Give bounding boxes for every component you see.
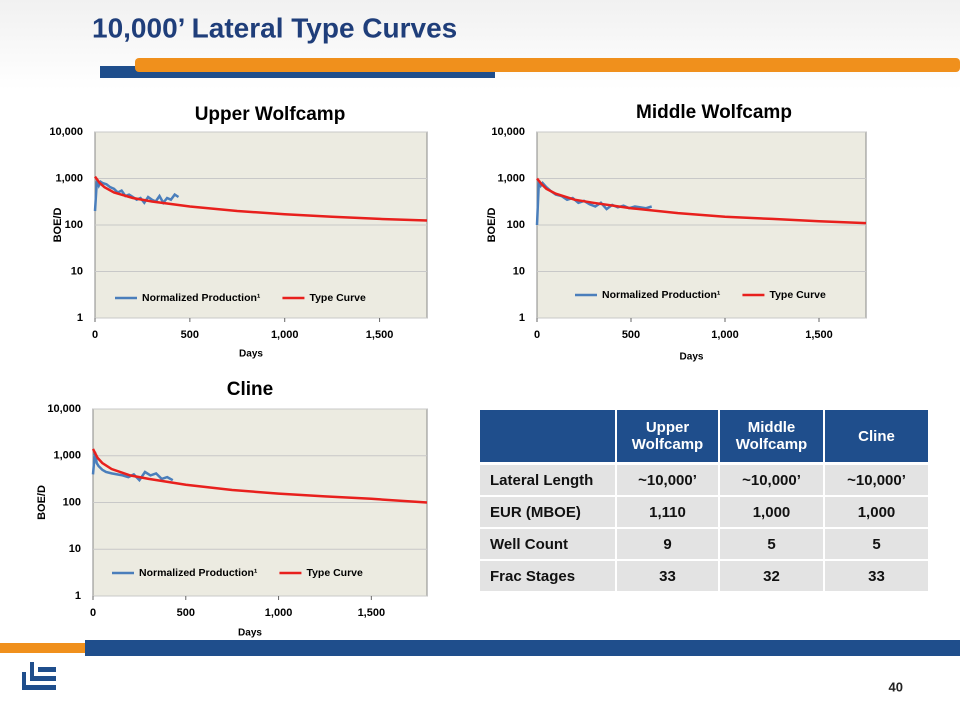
table-cell: ~10,000’ (718, 465, 823, 495)
x-tick-label: 500 (177, 607, 195, 619)
legend-label: Normalized Production¹ (602, 289, 721, 301)
series-line (91, 448, 428, 504)
y-tick-label: 1 (519, 312, 525, 324)
x-axis-label: Days (239, 349, 263, 360)
chart-title: Upper Wolfcamp (195, 104, 346, 125)
chart: 10,000 1,000 100 10 10 500 1,000 1,500 Cline Days… (36, 379, 428, 639)
y-tick-label: 1,000 (497, 172, 525, 184)
table-cell: 32 (718, 561, 823, 591)
table-cell: 1,000 (718, 497, 823, 527)
logo (22, 662, 56, 690)
y-tick-label: 10 (69, 543, 81, 555)
x-tick-label: 0 (90, 607, 96, 619)
header-cell (480, 410, 615, 462)
x-tick-label: 1,000 (265, 607, 293, 619)
y-tick-label: 1,000 (55, 172, 83, 184)
footer-bar-blue (85, 640, 960, 656)
y-tick-label: 10,000 (491, 126, 525, 138)
x-tick-label: 500 (622, 329, 640, 341)
series-line (91, 451, 174, 483)
column-header: Cline (823, 410, 928, 462)
row-label: Lateral Length (480, 465, 615, 495)
y-tick-label: 10 (71, 265, 83, 277)
legend-label: Normalized Production¹ (139, 567, 258, 579)
chart: 10,000 1,000 100 10 10 500 1,000 1,500 Upper Wol… (49, 104, 428, 360)
y-tick-label: 1 (75, 590, 81, 602)
y-tick-label: 100 (65, 219, 83, 231)
page-number: 40 (889, 679, 903, 694)
legend-label: Type Curve (309, 292, 366, 304)
series-line (536, 177, 867, 225)
y-tick-label: 10,000 (49, 126, 83, 138)
column-header: Middle Wolfcamp (718, 410, 823, 462)
row-label: Frac Stages (480, 561, 615, 591)
row-label: Well Count (480, 529, 615, 559)
y-tick-label: 100 (63, 496, 81, 508)
table-cell: 1,000 (823, 497, 928, 527)
y-axis-label: BOE/D (52, 208, 64, 243)
y-tick-label: 1 (77, 312, 83, 324)
table-cell: ~10,000’ (823, 465, 928, 495)
x-tick-label: 500 (181, 329, 199, 341)
table-cell: 9 (615, 529, 718, 559)
y-axis-label: BOE/D (486, 208, 498, 243)
y-tick-label: 100 (507, 219, 525, 231)
x-tick-label: 1,500 (358, 607, 386, 619)
x-tick-label: 1,500 (366, 329, 394, 341)
legend-label: Normalized Production¹ (142, 292, 261, 304)
table-cell: 33 (615, 561, 718, 591)
row-label: EUR (MBOE) (480, 497, 615, 527)
title-bar-orange (135, 58, 960, 72)
x-tick-label: 1,000 (271, 329, 299, 341)
legend-label: Type Curve (306, 567, 363, 579)
y-tick-label: 1,000 (53, 450, 81, 462)
x-axis-label: Days (238, 628, 262, 639)
y-axis-label: BOE/D (36, 485, 48, 520)
y-tick-label: 10,000 (47, 403, 81, 415)
chart-title: Cline (227, 379, 273, 400)
x-tick-label: 1,500 (805, 329, 833, 341)
y-tick-label: 10 (513, 265, 525, 277)
column-header: Upper Wolfcamp (615, 410, 718, 462)
series-line (93, 175, 428, 222)
table-cell: ~10,000’ (615, 465, 718, 495)
table-cell: 1,110 (615, 497, 718, 527)
chart: 10,000 1,000 100 10 10 500 1,000 1,500 Middle Wo… (486, 102, 867, 363)
table-cell: 5 (718, 529, 823, 559)
chart-title: Middle Wolfcamp (636, 102, 792, 123)
table-cell: 33 (823, 561, 928, 591)
x-tick-label: 0 (534, 329, 540, 341)
legend-label: Type Curve (769, 289, 826, 301)
x-tick-label: 0 (92, 329, 98, 341)
x-axis-label: Days (680, 352, 704, 363)
x-tick-label: 1,000 (711, 329, 739, 341)
slide-title: 10,000’ Lateral Type Curves (92, 12, 457, 43)
table-cell: 5 (823, 529, 928, 559)
